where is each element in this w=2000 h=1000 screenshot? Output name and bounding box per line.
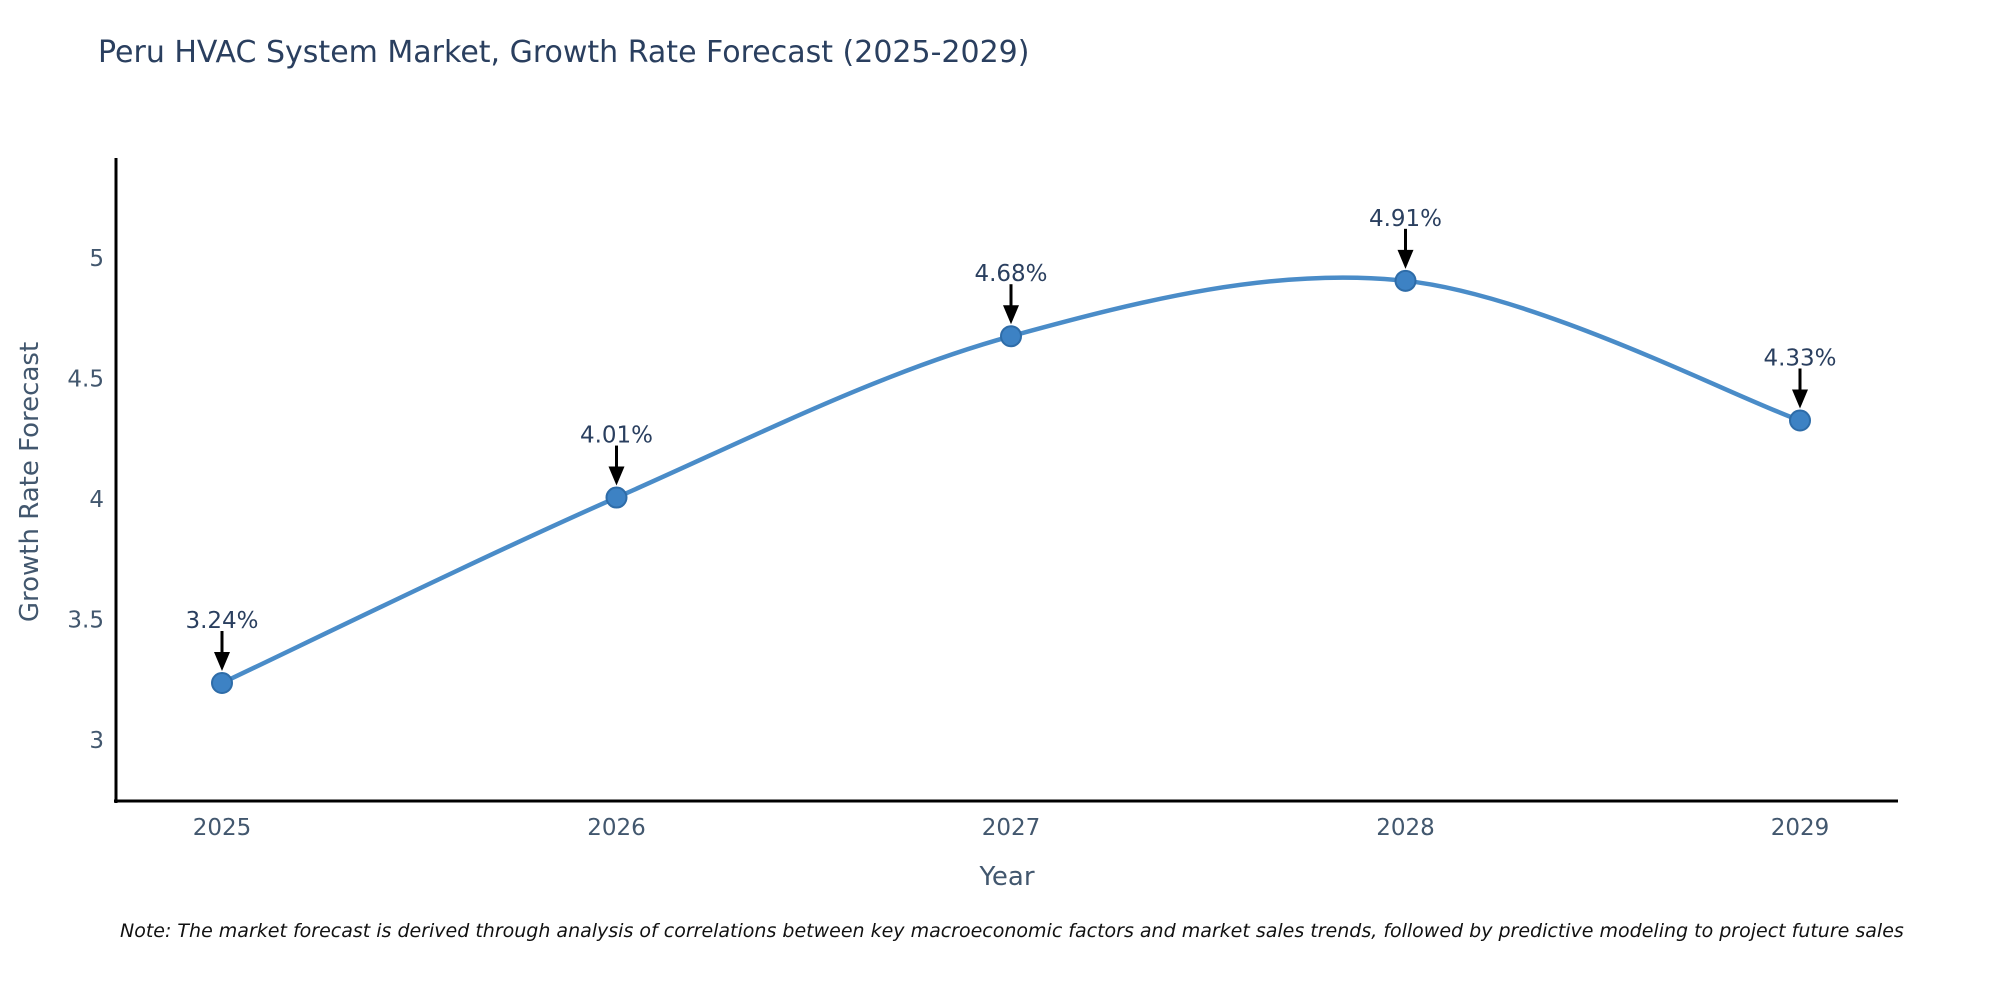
annotation-label-2026: 4.01%: [580, 423, 653, 449]
y-tick-label-3: 3: [89, 728, 104, 754]
chart-title: Peru HVAC System Market, Growth Rate For…: [98, 35, 1030, 70]
data-point-marker-2029: [1789, 409, 1811, 432]
annotation-arrow-head-2028: [1397, 249, 1414, 269]
annotation-label-2029: 4.33%: [1763, 345, 1836, 371]
y-tick-label-4.5: 4.5: [67, 367, 104, 393]
x-tick-label-2025: 2025: [193, 815, 252, 841]
x-tick-label-2027: 2027: [982, 815, 1041, 841]
data-point-marker-2026: [605, 486, 628, 509]
footnote: Note: The market forecast is derived thr…: [120, 920, 1904, 942]
y-tick-label-4: 4: [89, 487, 104, 513]
x-tick-label-2028: 2028: [1376, 815, 1435, 841]
y-tick-label-5: 5: [89, 246, 104, 272]
annotation-arrow-head-2029: [1792, 389, 1808, 409]
x-tick-label-2029: 2029: [1771, 815, 1830, 841]
annotation-arrow-head-2025: [214, 651, 230, 671]
data-point-marker-2025: [211, 671, 233, 694]
x-tick-label-2026: 2026: [587, 815, 646, 841]
x-axis-title: Year: [979, 862, 1035, 892]
data-point-marker-2027: [1000, 325, 1022, 348]
annotation-label-2025: 3.24%: [185, 608, 258, 634]
annotation-arrow-head-2027: [1003, 305, 1019, 325]
y-tick-label-3.5: 3.5: [67, 607, 104, 633]
data-point-marker-2028: [1394, 269, 1417, 292]
annotation-arrow-head-2026: [608, 466, 625, 486]
annotation-label-2028: 4.91%: [1369, 206, 1442, 232]
annotation-label-2027: 4.68%: [974, 261, 1047, 287]
y-axis-title: Growth Rate Forecast: [15, 341, 45, 623]
